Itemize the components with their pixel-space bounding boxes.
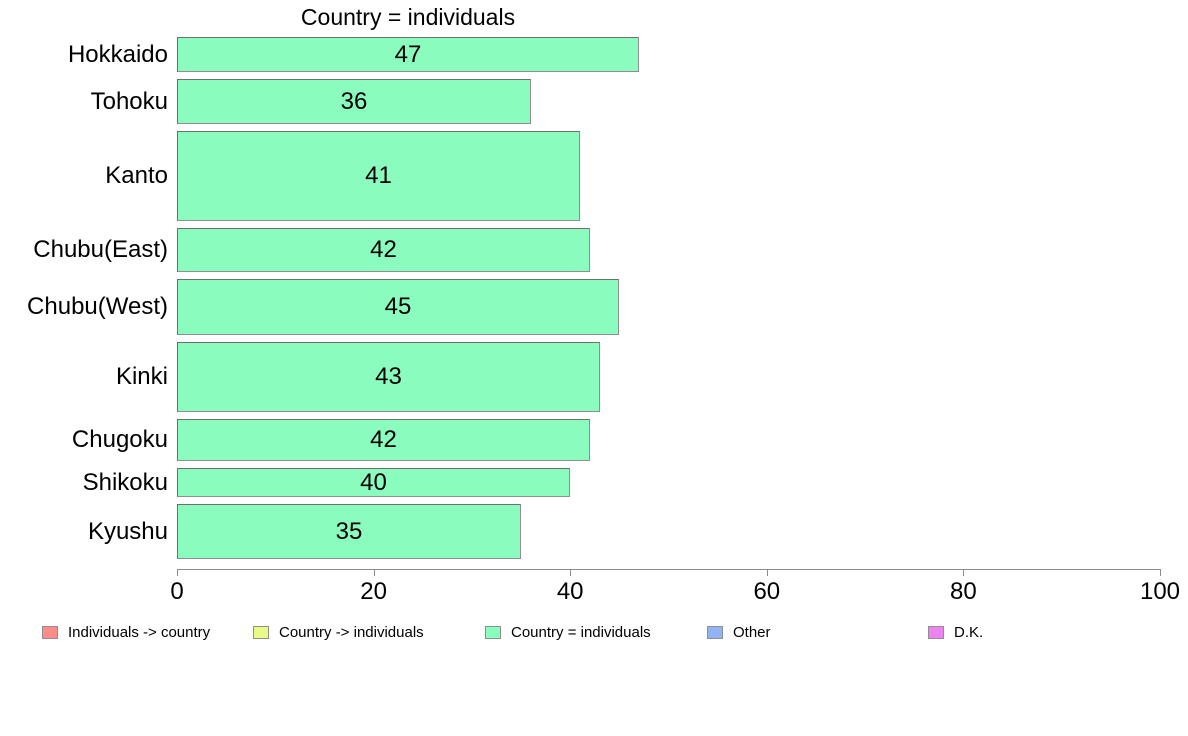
x-tick-label-0: 0 bbox=[170, 578, 184, 605]
x-tick-label-40: 40 bbox=[556, 578, 584, 605]
bar-chugoku: 42 bbox=[177, 419, 590, 461]
bar-kanto: 41 bbox=[177, 131, 580, 221]
x-axis-line bbox=[177, 569, 1160, 570]
x-tick-60 bbox=[766, 569, 768, 576]
bar-kyushu: 35 bbox=[177, 504, 521, 559]
x-tick-20 bbox=[373, 569, 375, 576]
legend-swatch-country-individuals bbox=[485, 625, 501, 639]
x-tick-label-80: 80 bbox=[950, 578, 977, 605]
x-tick-label-60: 60 bbox=[753, 578, 781, 605]
x-tick-label-20: 20 bbox=[360, 578, 387, 605]
legend-item-other: Other bbox=[707, 624, 771, 640]
category-label-chubu-east: Chubu(East) bbox=[33, 236, 168, 263]
legend-swatch-country-individuals bbox=[253, 625, 269, 639]
category-label-kinki: Kinki bbox=[115, 363, 168, 390]
legend-label-other: Other bbox=[733, 623, 771, 641]
legend-label-country-individuals: Country -> individuals bbox=[279, 623, 424, 641]
legend-swatch-other bbox=[707, 625, 723, 639]
value-label-kanto: 41 bbox=[365, 162, 392, 189]
x-tick-80 bbox=[963, 569, 965, 576]
category-label-hokkaido: Hokkaido bbox=[67, 40, 168, 68]
legend-item-individuals-country: Individuals -> country bbox=[42, 624, 210, 640]
category-label-kyushu: Kyushu bbox=[87, 517, 168, 545]
legend-swatch-d-k bbox=[928, 625, 944, 639]
bar-kinki: 43 bbox=[177, 342, 600, 412]
category-label-tohoku: Tohoku bbox=[90, 87, 168, 115]
value-label-hokkaido: 47 bbox=[394, 40, 422, 68]
legend-label-country-individuals: Country = individuals bbox=[511, 623, 651, 641]
bar-shikoku: 40 bbox=[177, 468, 570, 497]
x-tick-100 bbox=[1160, 569, 1161, 576]
value-label-tohoku: 36 bbox=[340, 87, 368, 115]
category-label-shikoku: Shikoku bbox=[82, 468, 168, 496]
legend-item-country-individuals: Country -> individuals bbox=[253, 624, 424, 640]
category-label-chubu-west: Chubu(West) bbox=[27, 293, 168, 320]
bar-chubu-east: 42 bbox=[177, 228, 590, 272]
legend-swatch-individuals-country bbox=[42, 625, 58, 639]
legend-label-d-k: D.K. bbox=[954, 623, 984, 641]
value-label-shikoku: 40 bbox=[360, 468, 387, 496]
bar-hokkaido: 47 bbox=[177, 37, 639, 72]
x-tick-label-100: 100 bbox=[1139, 578, 1181, 605]
legend-item-d-k: D.K. bbox=[928, 624, 983, 640]
chart-title: Country = individuals bbox=[300, 4, 516, 30]
x-tick-0 bbox=[177, 569, 178, 576]
value-label-chubu-west: 45 bbox=[384, 293, 412, 320]
value-label-kinki: 43 bbox=[375, 363, 402, 390]
legend-label-individuals-country: Individuals -> country bbox=[68, 623, 211, 641]
category-label-kanto: Kanto bbox=[105, 162, 168, 189]
bar-tohoku: 36 bbox=[177, 79, 531, 124]
bar-chubu-west: 45 bbox=[177, 279, 619, 335]
value-label-chugoku: 42 bbox=[370, 426, 397, 453]
category-label-chugoku: Chugoku bbox=[71, 426, 168, 453]
legend-item-country-individuals: Country = individuals bbox=[485, 624, 651, 640]
value-label-kyushu: 35 bbox=[335, 517, 363, 545]
x-tick-40 bbox=[570, 569, 572, 576]
value-label-chubu-east: 42 bbox=[370, 236, 397, 263]
